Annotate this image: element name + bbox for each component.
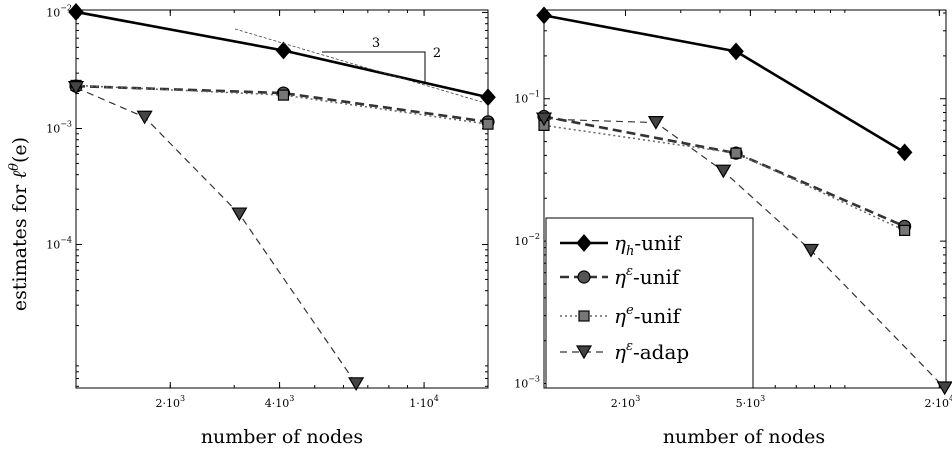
- left-eta-e-unif-point: [277, 89, 290, 101]
- right-eta-h-unif-point: [896, 143, 913, 162]
- legend-label: ηe-unif: [614, 303, 682, 328]
- left-plot-series: [67, 3, 496, 392]
- right-x-tick-label: 2·104: [925, 394, 952, 410]
- legend-entry-eta-e-unif: ηe-unif: [560, 303, 682, 328]
- legend-label: ηε-unif: [614, 264, 681, 289]
- right-eta-eps-adap-point: [535, 112, 553, 127]
- right-eta-e-unif-point: [899, 224, 911, 236]
- right-eta-eps-adap-point: [647, 115, 664, 130]
- right-x-tick-label: 5·103: [736, 394, 766, 410]
- left-plot-frame: [75, 9, 489, 389]
- legend-label: ηε-adap: [614, 339, 689, 364]
- left-eta-eps-adap-point: [231, 207, 248, 222]
- left-eta-h-unif-point: [275, 41, 292, 60]
- left-x-tick-label: 2·103: [155, 394, 185, 410]
- y-axis-label: estimates for ℓθ(e): [7, 137, 31, 311]
- left-eta-h-unif-point: [68, 3, 84, 21]
- left-eta-eps-adap-line: [75, 87, 357, 385]
- legend-marker: [575, 345, 593, 360]
- slope-triangle: 3 2: [234, 28, 483, 103]
- right-plot-ticks: 10−1 10−2 10−3 2·103 5·103 2·104: [514, 10, 952, 410]
- legend-entry-eta-eps-adap: ηε-adap: [560, 339, 689, 364]
- left-eta-e-unif-point: [482, 118, 494, 130]
- left-x-axis-label: number of nodes: [201, 426, 363, 448]
- right-plot-series: [535, 6, 952, 396]
- slope-triangle-outline: [322, 51, 426, 82]
- right-plot: 10−1 10−2 10−3 2·103 5·103 2·104 number of no…: [514, 6, 952, 448]
- right-eta-eps-adap-point: [802, 243, 820, 258]
- right-eta-h-unif-point: [536, 6, 552, 25]
- left-eta-eps-adap-point: [136, 110, 153, 125]
- slope-reference-line: [234, 28, 483, 103]
- left-x-tick-label: 4·103: [265, 394, 295, 410]
- left-y-tick-label: 10−2: [46, 3, 72, 19]
- left-eta-h-unif-point: [480, 88, 496, 107]
- left-y-tick-label: 10−3: [46, 119, 72, 135]
- left-eta-e-unif-line: [75, 84, 489, 125]
- left-plot-ticks: 10−2 10−3 10−4 2·103 4·103 1·104: [46, 3, 488, 410]
- right-y-tick-label: 10−1: [514, 90, 540, 106]
- legend-marker: [578, 310, 590, 322]
- right-y-tick-label: 10−2: [514, 232, 540, 248]
- legend-marker: [576, 234, 592, 252]
- right-eta-eps-adap-point: [936, 381, 952, 396]
- right-x-tick-label: 2·103: [611, 394, 641, 410]
- legend-label: ηh-unif: [614, 231, 682, 259]
- legend-marker: [577, 270, 591, 284]
- right-eta-e-unif-line: [543, 124, 905, 232]
- left-x-tick-label: 1·104: [409, 394, 439, 410]
- right-eta-h-unif-point: [728, 42, 744, 61]
- legend-entry-eta-eps-unif: ηε-unif: [560, 264, 681, 289]
- slope-horizontal-label: 3: [372, 36, 380, 51]
- slope-vertical-label: 2: [433, 46, 441, 61]
- left-eta-eps-adap-point: [67, 81, 85, 95]
- legend-entry-eta-h-unif: ηh-unif: [560, 231, 682, 259]
- right-eta-eps-adap-point: [715, 164, 732, 179]
- left-y-tick-label: 10−4: [46, 236, 72, 252]
- right-eta-h-unif-line: [543, 14, 906, 154]
- right-y-tick-label: 10−3: [514, 375, 540, 391]
- right-x-axis-label: number of nodes: [663, 426, 825, 448]
- left-plot: 10−2 10−3 10−4 2·103 4·103 1·104 3 2 number o…: [46, 3, 496, 448]
- legend: ηh-unif ηε-unif ηe-unif ηε-adap: [545, 217, 754, 389]
- left-eta-eps-adap-point: [348, 377, 365, 392]
- right-eta-e-unif-point: [730, 147, 742, 159]
